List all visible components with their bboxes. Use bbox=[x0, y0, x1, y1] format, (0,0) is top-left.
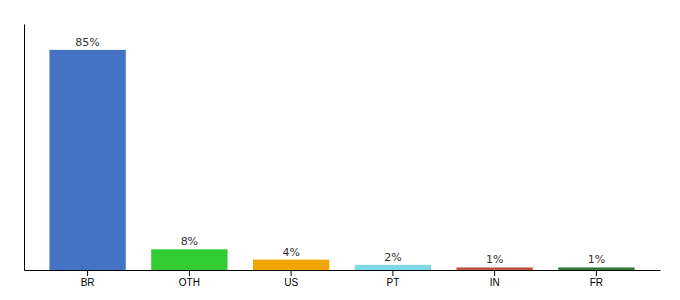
x-tick: OTH bbox=[179, 270, 200, 288]
bar bbox=[355, 265, 431, 270]
bar bbox=[253, 260, 329, 270]
x-axis: BR OTH US PT IN FR bbox=[25, 270, 661, 288]
x-axis-line bbox=[25, 270, 661, 271]
bars bbox=[49, 50, 634, 270]
data-labels: 85% 8% 4% 2% 1% 1% bbox=[75, 36, 605, 267]
data-label: 1% bbox=[486, 253, 503, 266]
x-tick-label: BR bbox=[81, 277, 95, 288]
x-tick-mark bbox=[87, 270, 88, 276]
bar bbox=[558, 267, 634, 270]
x-tick: BR bbox=[81, 270, 95, 288]
data-label: 2% bbox=[384, 251, 401, 264]
chart: BR OTH US PT IN FR 85% 8% 4% 2% 1% 1% bbox=[0, 0, 680, 300]
bar bbox=[151, 249, 227, 270]
bar bbox=[49, 50, 125, 270]
x-tick: IN bbox=[490, 270, 500, 288]
x-tick: PT bbox=[386, 270, 399, 288]
bar bbox=[456, 267, 532, 270]
x-tick-label: US bbox=[284, 277, 298, 288]
x-tick-mark bbox=[596, 270, 597, 276]
x-tick: FR bbox=[590, 270, 603, 288]
plot: BR OTH US PT IN FR 85% 8% 4% 2% 1% 1% bbox=[25, 25, 661, 289]
x-tick-label: PT bbox=[386, 277, 399, 288]
x-tick-label: OTH bbox=[179, 277, 200, 288]
data-label: 8% bbox=[181, 235, 198, 248]
data-label: 85% bbox=[75, 36, 99, 49]
y-axis bbox=[24, 25, 25, 271]
x-tick-mark bbox=[189, 270, 190, 276]
y-axis-line bbox=[24, 25, 25, 271]
x-tick-label: FR bbox=[590, 277, 603, 288]
data-label: 1% bbox=[588, 253, 605, 266]
x-tick-label: IN bbox=[490, 277, 500, 288]
x-tick: US bbox=[284, 270, 298, 288]
x-tick-mark bbox=[494, 270, 495, 276]
data-label: 4% bbox=[282, 246, 299, 259]
x-tick-mark bbox=[392, 270, 393, 276]
x-tick-mark bbox=[291, 270, 292, 276]
